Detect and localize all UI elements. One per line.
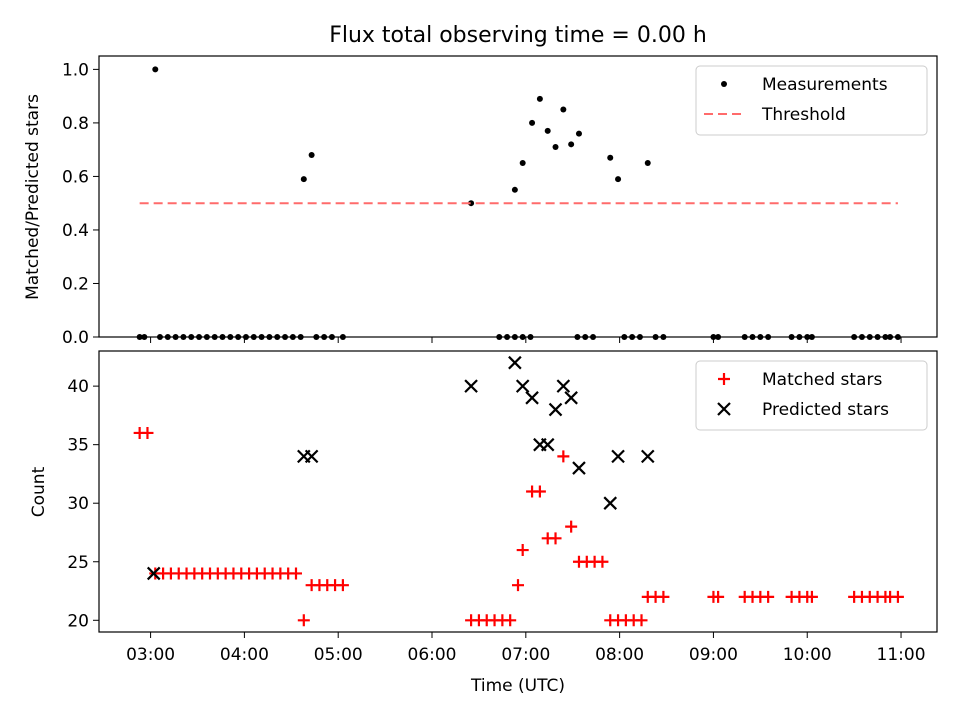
predicted-star-marker [464, 379, 478, 393]
chart-title: Flux total observing time = 0.00 h [329, 23, 707, 48]
predicted-star-marker [548, 402, 563, 417]
matched-star-marker [512, 579, 524, 592]
matched-star-marker [504, 614, 517, 627]
measurement-point [300, 176, 307, 183]
x-tick-label: 05:00 [314, 645, 363, 665]
matched-star-marker [805, 590, 818, 603]
y-tick-label: 0.4 [62, 221, 89, 241]
legend-box [695, 360, 928, 431]
bottom-y-ticks: 20 25 30 35 40 [67, 377, 99, 631]
x-tick-label: 08:00 [595, 645, 644, 665]
matched-star-marker [297, 614, 310, 627]
measurement-point [544, 127, 551, 134]
x-tick-label: 06:00 [408, 645, 457, 665]
predicted-star-marker [146, 566, 161, 581]
measurement-point [615, 176, 622, 183]
x-tick-label: 07:00 [501, 645, 550, 665]
x-tick-label: 10:00 [783, 645, 832, 665]
x-tick-label: 03:00 [126, 645, 175, 665]
legend-label: Measurements [762, 75, 888, 95]
predicted-star-marker [572, 461, 586, 475]
legend-swatch [718, 373, 730, 385]
bottom-y-axis-label: Count [29, 466, 49, 517]
measurement-point [552, 143, 559, 150]
matched-star-marker [565, 520, 578, 533]
matched-star-marker [712, 590, 725, 603]
top-legend: Measurements Threshold [695, 65, 928, 136]
measurement-point [519, 160, 526, 167]
matched-star-marker [289, 567, 302, 580]
predicted-star-marker [603, 496, 618, 510]
measurement-point [152, 66, 159, 73]
bottom-panel: 20 25 30 35 40 03:00 04:00 05:00 06:00 07:00 08:0… [29, 350, 938, 696]
predicted-star-marker [540, 437, 555, 452]
matched-star-marker [549, 532, 562, 545]
legend-swatch [717, 402, 731, 416]
matched-star-marker [557, 450, 570, 463]
matched-star-marker [596, 555, 609, 568]
matched-star-marker [533, 485, 546, 498]
bottom-x-ticks: 03:00 04:00 05:00 06:00 07:00 08:00 09:00 10:00… [126, 632, 926, 665]
measurement-point [511, 186, 518, 193]
matched-star-marker [516, 544, 529, 557]
legend-swatch [721, 81, 727, 87]
measurement-point [308, 152, 315, 159]
top-y-ticks: 0.0 0.2 0.4 0.6 0.8 1.0 [62, 60, 99, 348]
measurement-point [644, 160, 651, 167]
predicted-star-marker [611, 449, 625, 464]
measurement-point [529, 119, 536, 126]
x-tick-label: 11:00 [877, 645, 926, 665]
measurement-point [536, 95, 543, 102]
y-tick-label: 0.8 [62, 114, 89, 134]
top-y-axis-label: Matched/Predicted stars [23, 94, 43, 300]
matched-star-marker [336, 579, 349, 592]
measurement-point [560, 106, 567, 113]
measurement-point [607, 154, 614, 161]
predicted-star-marker [564, 391, 578, 405]
legend-label: Predicted stars [762, 400, 889, 420]
measurement-point [575, 130, 582, 137]
x-tick-label: 04:00 [220, 645, 269, 665]
top-axes-frame [98, 55, 938, 338]
bottom-marks [133, 355, 904, 627]
matched-star-marker [762, 590, 775, 603]
predicted-star-marker [556, 379, 571, 393]
matched-star-marker [141, 426, 154, 439]
top-panel: 0.0 0.2 0.4 0.6 0.8 1.0 Matched/Predicted sta… [23, 55, 938, 348]
y-tick-label: 40 [67, 377, 89, 397]
legend-label: Matched stars [762, 370, 882, 390]
top-x-ticks [150, 337, 902, 343]
legend-box [695, 65, 928, 136]
x-axis-label: Time (UTC) [470, 676, 565, 696]
y-tick-label: 35 [67, 436, 89, 456]
y-tick-label: 25 [67, 553, 89, 573]
y-tick-label: 0.6 [62, 167, 89, 187]
matched-star-marker [657, 590, 670, 603]
y-tick-label: 0.0 [62, 328, 89, 348]
measurement-point [468, 200, 475, 207]
predicted-star-marker [515, 379, 530, 393]
y-tick-label: 1.0 [62, 60, 89, 80]
x-tick-label: 09:00 [689, 645, 738, 665]
predicted-star-marker [640, 449, 655, 464]
bottom-axes-frame [98, 350, 938, 633]
predicted-star-marker [525, 391, 539, 405]
y-tick-label: 30 [67, 494, 89, 514]
matched-star-marker [891, 590, 904, 603]
y-tick-label: 20 [67, 611, 89, 631]
predicted-star-marker [304, 449, 319, 464]
predicted-star-marker [508, 355, 522, 370]
measurement-point [568, 141, 575, 148]
bottom-legend: Matched stars Predicted stars [695, 360, 928, 431]
legend-label: Threshold [761, 105, 846, 125]
y-tick-label: 0.2 [62, 274, 89, 294]
matched-star-marker [635, 614, 648, 627]
